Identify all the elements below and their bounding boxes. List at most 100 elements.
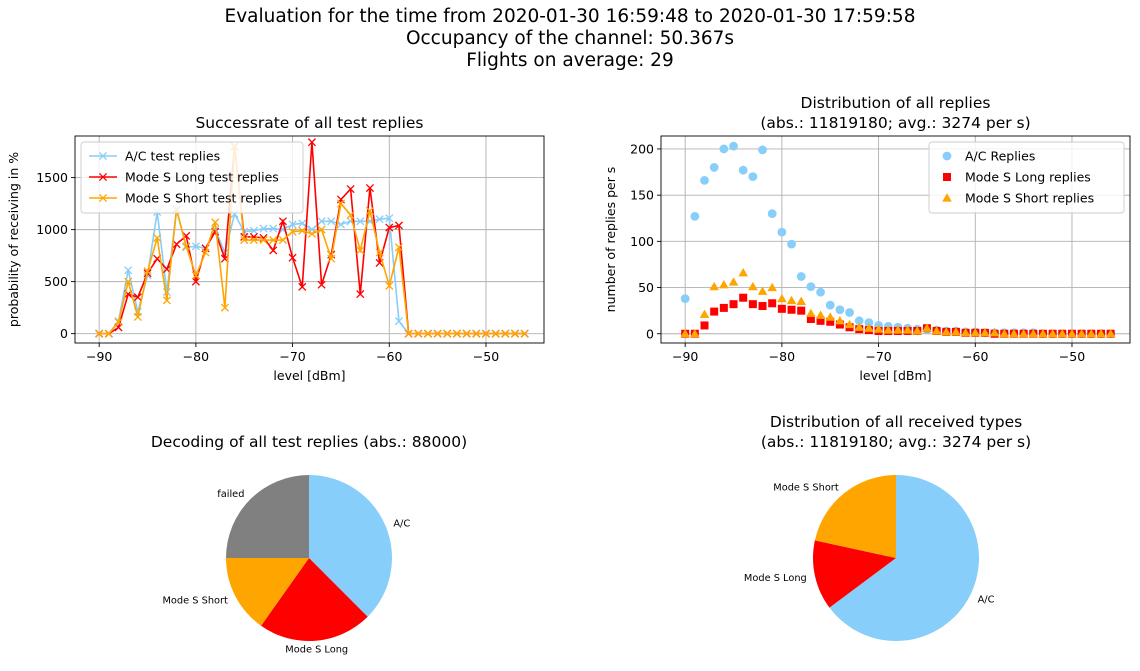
data-point [739, 293, 748, 302]
x-tick-label: −70 [279, 349, 305, 364]
legend-label: Mode S Short test replies [125, 191, 282, 206]
data-point [748, 300, 757, 309]
data-point [719, 279, 729, 289]
data-point [728, 277, 739, 286]
data-point [327, 254, 336, 263]
data-point [520, 329, 529, 338]
chart-title: Distribution of all received types [770, 413, 1022, 431]
x-tick-label: −50 [473, 349, 499, 364]
legend-marker [98, 151, 108, 161]
data-point [365, 183, 374, 193]
legend-label: A/C Replies [965, 149, 1035, 164]
data-point [806, 314, 815, 323]
x-tick-label: −80 [769, 349, 795, 364]
data-point [1076, 328, 1087, 338]
data-point [699, 309, 710, 318]
data-point [835, 316, 845, 325]
series-a-c-test-replies [95, 204, 529, 338]
data-point [462, 329, 471, 338]
data-point [443, 329, 452, 338]
data-point [298, 226, 307, 235]
data-point [452, 329, 462, 338]
data-point [472, 329, 481, 338]
data-point [269, 224, 278, 233]
pie-slice-mode-s-long [261, 558, 368, 642]
data-point [777, 227, 787, 237]
data-point [365, 206, 374, 215]
data-point [970, 328, 981, 337]
legend-label: A/C test replies [125, 149, 220, 164]
data-point [124, 266, 133, 275]
data-point [989, 328, 1000, 337]
data-point [510, 329, 520, 338]
data-point [307, 229, 316, 238]
data-point [767, 282, 778, 292]
x-tick-label: −80 [183, 349, 209, 364]
data-point [941, 327, 952, 336]
y-tick-label: 150 [630, 188, 654, 203]
data-point [336, 199, 345, 208]
data-point [825, 312, 836, 321]
data-point [211, 218, 220, 227]
data-point [806, 308, 816, 318]
x-tick-label: −90 [672, 349, 698, 364]
data-point [796, 272, 806, 281]
pie-label: A/C [978, 594, 995, 605]
data-point [738, 165, 748, 175]
data-point [815, 310, 826, 319]
data-point [680, 294, 690, 304]
pie-label: Mode S Short [773, 482, 839, 493]
y-tick-label: 50 [638, 280, 654, 295]
data-point [690, 211, 700, 221]
data-point [95, 329, 104, 338]
data-point [777, 304, 786, 313]
data-point [288, 220, 297, 229]
y-tick-label: 1000 [36, 222, 68, 237]
data-point [259, 224, 268, 233]
series-mode-s-short-replies [680, 267, 1116, 338]
data-point [719, 303, 728, 312]
data-point [748, 172, 758, 182]
data-point [182, 242, 191, 251]
pie-slice-mode-s-short [226, 558, 309, 626]
data-point [346, 184, 355, 194]
data-point [491, 329, 500, 338]
x-tick-label: −90 [86, 349, 112, 364]
data-point [844, 319, 855, 329]
data-point [854, 316, 864, 326]
data-point [423, 329, 433, 338]
legend-label: Mode S Long replies [965, 170, 1091, 185]
data-point [327, 217, 336, 226]
data-point [816, 287, 825, 297]
legend-box [928, 141, 1125, 214]
data-point [738, 267, 748, 277]
data-point [385, 223, 394, 232]
data-point [710, 307, 719, 316]
pie-label: A/C [393, 519, 410, 530]
pie-label: Mode S Long [744, 573, 807, 584]
data-point [1105, 328, 1116, 338]
figure-suptitle: Evaluation for the time from 2020-01-30 … [0, 6, 1140, 72]
data-point [1028, 328, 1039, 338]
x-axis-label: level [dBm] [273, 368, 345, 383]
data-point [501, 329, 510, 338]
data-point [104, 329, 113, 338]
data-point [951, 327, 961, 336]
data-point [249, 235, 258, 245]
data-point [826, 317, 835, 326]
legend-marker [98, 172, 108, 182]
data-point [1018, 328, 1029, 338]
data-point [114, 318, 123, 327]
data-point [356, 290, 365, 299]
pie-label: failed [217, 489, 244, 500]
y-axis-label: number of replies per s [603, 167, 618, 313]
x-axis-label: level [dBm] [859, 368, 931, 383]
data-point [864, 323, 874, 332]
data-point [729, 141, 738, 151]
data-point [680, 328, 690, 338]
data-point [375, 248, 384, 257]
x-tick-label: −50 [1059, 349, 1085, 364]
series-mode-s-short-test-replies [95, 142, 529, 338]
data-point [700, 175, 709, 185]
pie-slice-mode-s-long [813, 540, 896, 608]
